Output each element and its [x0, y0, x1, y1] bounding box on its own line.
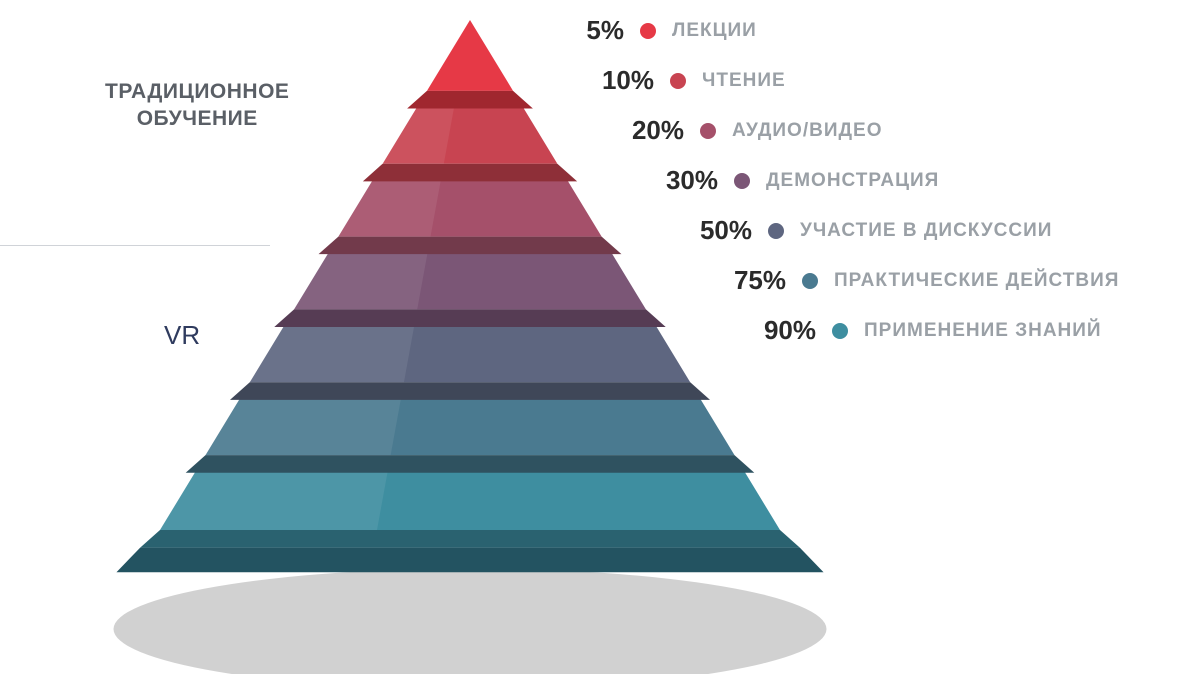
legend-pct-5: 75% — [714, 265, 786, 296]
traditional-line1: ТРАДИЦИОННОЕ — [105, 78, 289, 105]
legend-row-5: 75% ПРАКТИЧЕСКИЕ ДЕЙСТВИЯ — [714, 265, 1119, 296]
traditional-learning-label: ТРАДИЦИОННОЕ ОБУЧЕНИЕ — [105, 78, 289, 133]
legend-pct-2: 20% — [612, 115, 684, 146]
legend-pct-0: 5% — [552, 15, 624, 46]
legend-dot-4 — [768, 223, 784, 239]
legend-text-0: ЛЕКЦИИ — [672, 20, 757, 42]
legend-dot-0 — [640, 23, 656, 39]
legend-text-1: ЧТЕНИЕ — [702, 70, 786, 92]
legend-pct-1: 10% — [582, 65, 654, 96]
legend-row-6: 90% ПРИМЕНЕНИЕ ЗНАНИЙ — [744, 315, 1102, 346]
legend-text-6: ПРИМЕНЕНИЕ ЗНАНИЙ — [864, 320, 1102, 342]
legend-dot-3 — [734, 173, 750, 189]
legend-row-1: 10% ЧТЕНИЕ — [582, 65, 786, 96]
legend-text-3: ДЕМОНСТРАЦИЯ — [766, 170, 939, 192]
legend-pct-6: 90% — [744, 315, 816, 346]
vr-label: VR — [164, 320, 200, 351]
traditional-line2: ОБУЧЕНИЕ — [105, 105, 289, 132]
legend-pct-4: 50% — [680, 215, 752, 246]
legend-text-5: ПРАКТИЧЕСКИЕ ДЕЙСТВИЯ — [834, 270, 1119, 292]
legend-text-4: УЧАСТИЕ В ДИСКУССИИ — [800, 220, 1052, 242]
legend-dot-2 — [700, 123, 716, 139]
legend-dot-1 — [670, 73, 686, 89]
legend-row-2: 20% АУДИО/ВИДЕО — [612, 115, 882, 146]
divider-line — [0, 245, 270, 246]
legend-row-3: 30% ДЕМОНСТРАЦИЯ — [646, 165, 939, 196]
legend-text-2: АУДИО/ВИДЕО — [732, 120, 882, 142]
legend-row-4: 50% УЧАСТИЕ В ДИСКУССИИ — [680, 215, 1052, 246]
legend-row-0: 5% ЛЕКЦИИ — [552, 15, 757, 46]
legend-dot-6 — [832, 323, 848, 339]
legend-dot-5 — [802, 273, 818, 289]
legend-pct-3: 30% — [646, 165, 718, 196]
